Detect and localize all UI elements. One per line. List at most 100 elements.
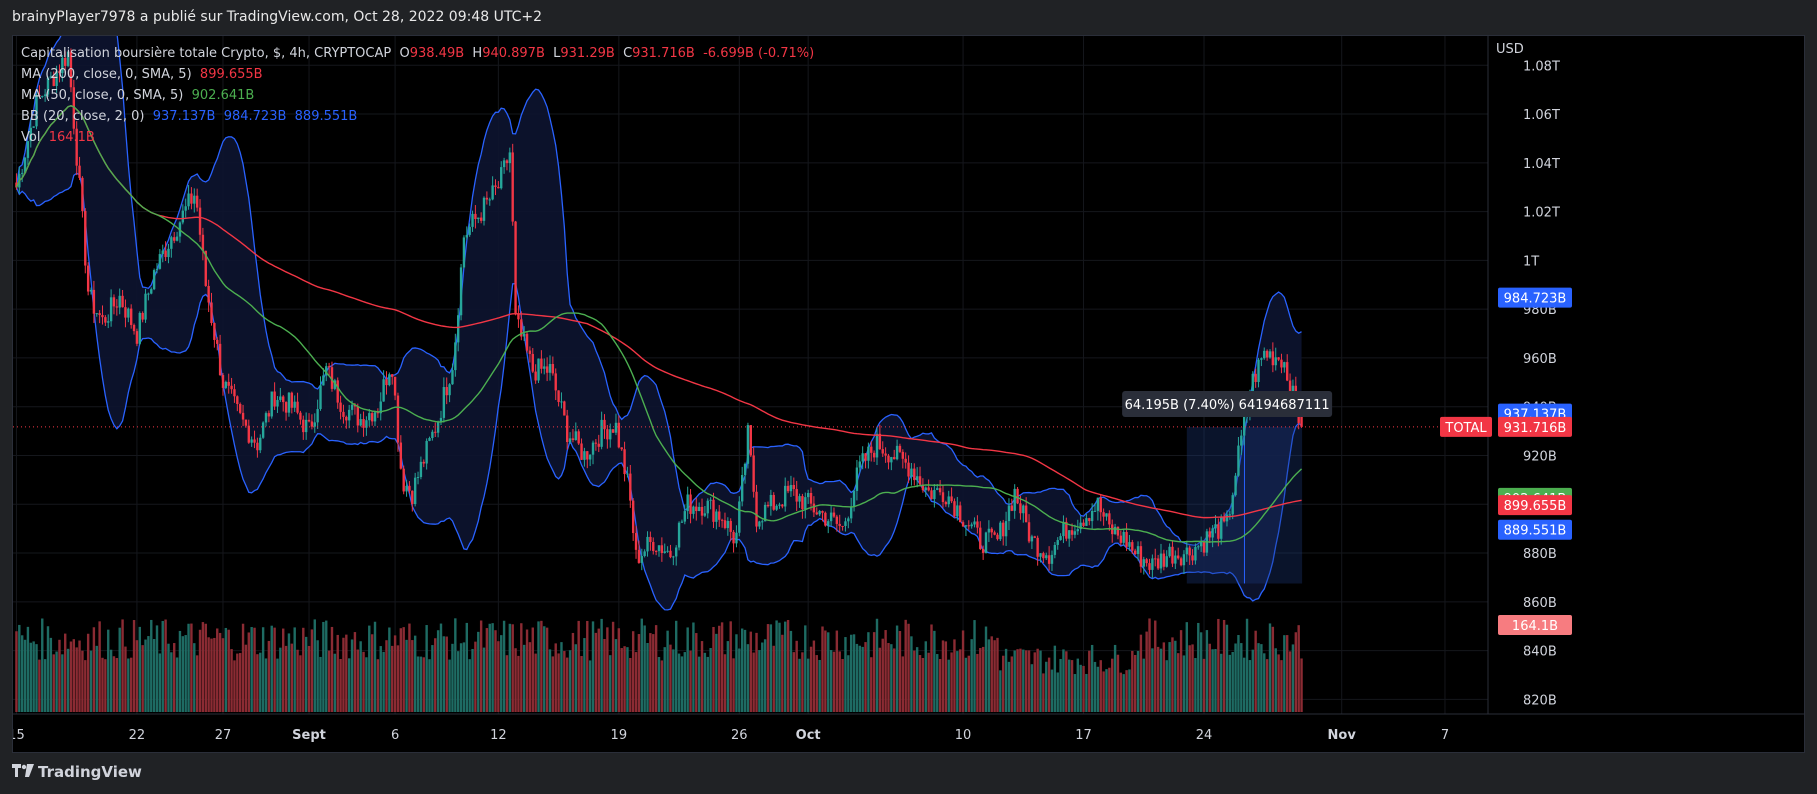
candle-body xyxy=(396,395,400,443)
chart-panel[interactable]: 64.195B (7.40%) 64194687111 USD 1.08T 1.06T… xyxy=(12,35,1805,753)
volume-bar xyxy=(927,652,930,712)
volume-bar xyxy=(259,652,262,712)
volume-bar xyxy=(858,645,861,712)
candle-body xyxy=(950,496,953,502)
candle-body xyxy=(703,513,707,516)
volume-bar xyxy=(1197,622,1200,712)
volume-bar xyxy=(296,649,299,712)
volume-bar xyxy=(1225,624,1229,712)
volume-bar xyxy=(368,625,371,712)
volume-bar xyxy=(1016,649,1019,712)
volume-bar xyxy=(198,629,202,712)
volume-bar xyxy=(631,631,635,712)
candle-body xyxy=(49,76,53,78)
candle-body xyxy=(700,506,704,516)
volume-bar xyxy=(827,632,830,712)
y-tick-label: 840B xyxy=(1523,645,1557,660)
candle-body xyxy=(84,210,87,266)
volume-bar xyxy=(23,639,27,712)
volume-bar xyxy=(672,649,675,712)
volume-bar xyxy=(1105,669,1108,712)
volume-bar xyxy=(32,641,35,712)
volume-bar xyxy=(485,628,489,712)
volume-bar xyxy=(872,632,876,712)
candle-body xyxy=(1070,530,1074,535)
candle-body xyxy=(1277,357,1280,360)
volume-bar xyxy=(1151,648,1154,712)
ma50-line xyxy=(15,105,1303,543)
volume-bar xyxy=(824,630,827,712)
candle-body xyxy=(1045,555,1048,559)
chart-svg[interactable]: 64.195B (7.40%) 64194687111 USD 1.08T 1.06T… xyxy=(13,36,1804,752)
volume-bar xyxy=(167,643,170,712)
volume-bar xyxy=(138,626,141,712)
volume-bar xyxy=(193,643,196,712)
candle-body xyxy=(970,524,973,527)
volume-bar xyxy=(597,628,600,712)
volume-bar xyxy=(1122,674,1125,712)
volume-bar xyxy=(887,643,890,712)
volume-bar xyxy=(1024,650,1028,712)
candle-body xyxy=(1113,526,1117,535)
candle-body xyxy=(244,419,248,426)
volume-bar xyxy=(775,620,778,712)
candle-body xyxy=(981,548,985,553)
volume-bar xyxy=(1065,651,1068,712)
volume-bar xyxy=(333,653,337,712)
y-tick-label: 1.08T xyxy=(1523,59,1560,74)
candle-body xyxy=(345,416,348,421)
volume-series xyxy=(15,618,1303,712)
candle-body xyxy=(586,451,589,460)
candle-body xyxy=(849,506,853,519)
candle-body xyxy=(86,265,90,292)
volume-bar xyxy=(488,623,491,712)
candle-body xyxy=(956,505,959,517)
legend-row-vol[interactable]: Vol 164.1B xyxy=(21,127,814,148)
candle-body xyxy=(330,367,334,389)
candle-body xyxy=(456,315,460,343)
volume-bar xyxy=(763,639,767,712)
volume-bar xyxy=(531,627,534,712)
volume-bar xyxy=(118,627,121,712)
volume-bar xyxy=(1133,654,1137,712)
volume-bar xyxy=(609,655,612,712)
candle-body xyxy=(594,442,598,444)
price-badge xyxy=(1498,614,1572,635)
volume-bar xyxy=(554,643,557,712)
legend-row-bb[interactable]: BB (20, close, 2, 0) 937.137B 984.723B 8… xyxy=(21,106,814,127)
volume-bar xyxy=(422,657,425,712)
volume-bar xyxy=(365,657,368,712)
candle-body xyxy=(230,385,233,390)
volume-bar xyxy=(1194,658,1197,712)
candle-body xyxy=(1053,544,1057,555)
volume-bar xyxy=(69,641,73,712)
candle-body xyxy=(548,364,552,373)
candle-body xyxy=(924,487,927,491)
candle-body xyxy=(821,511,824,513)
footer-brand[interactable]: TradingView xyxy=(12,763,142,781)
volume-bar xyxy=(901,656,905,712)
candle-body xyxy=(973,521,976,525)
volume-bar xyxy=(844,637,847,712)
legend-row-ma200[interactable]: MA (200, close, 0, SMA, 5) 899.655B xyxy=(21,64,814,85)
candle-body xyxy=(1288,380,1292,398)
volume-bar xyxy=(325,620,328,712)
volume-bar xyxy=(396,645,400,712)
volume-bar xyxy=(1265,659,1269,712)
candle-body xyxy=(193,195,196,204)
legend-row-ma50[interactable]: MA (50, close, 0, SMA, 5) 902.641B xyxy=(21,85,814,106)
candle-body xyxy=(296,401,299,413)
volume-bar xyxy=(855,643,859,712)
candle-body xyxy=(299,412,302,420)
candle-body xyxy=(356,406,359,426)
volume-bar xyxy=(500,635,503,712)
candle-body xyxy=(1283,362,1286,368)
candle-body xyxy=(393,376,397,396)
volume-bar xyxy=(1076,658,1079,712)
candle-body xyxy=(1010,505,1014,511)
volume-bar xyxy=(560,642,563,712)
y-tick-label: 1T xyxy=(1523,254,1539,269)
volume-bar xyxy=(663,647,666,712)
legend-row-symbol[interactable]: Capitalisation boursière totale Crypto, … xyxy=(21,43,814,64)
candle-body xyxy=(540,358,543,369)
